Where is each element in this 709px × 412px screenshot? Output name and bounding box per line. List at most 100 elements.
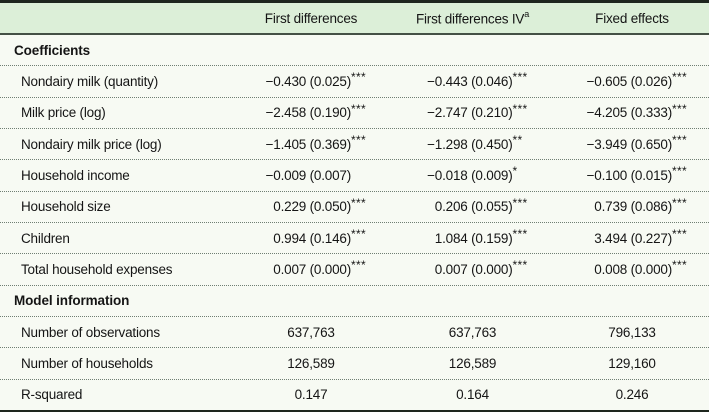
cell-first-differences: 0.007 (0.000) *** bbox=[232, 258, 390, 277]
coefficient-value: −0.605 (0.026) bbox=[586, 73, 673, 89]
cell-fixed-effects: 129,160 bbox=[555, 356, 709, 371]
significance-stars: *** bbox=[672, 227, 687, 242]
significance-stars: *** bbox=[512, 258, 528, 273]
cell-first-differences: 126,589 bbox=[232, 356, 390, 371]
column-header-fixed-effects: Fixed effects bbox=[595, 10, 669, 26]
table-row-nondairy-milk-price-log: Nondairy milk price (log) −1.405 (0.369)… bbox=[0, 127, 709, 159]
cell-fixed-effects: −0.605 (0.026) *** bbox=[555, 70, 709, 89]
coefficient-value: 0.007 (0.000) bbox=[434, 261, 513, 277]
cell-first-differences: 0.229 (0.050) *** bbox=[232, 195, 390, 215]
coefficient-value: −1.405 (0.369) bbox=[265, 136, 352, 152]
row-label: Nondairy milk (quantity) bbox=[21, 73, 158, 89]
cell-fixed-effects: 0.008 (0.000) *** bbox=[555, 258, 709, 277]
stat-value: 637,763 bbox=[287, 324, 335, 340]
cell-first-differences: −1.405 (0.369) *** bbox=[232, 133, 390, 152]
table-row-total-household-expenses: Total household expenses 0.007 (0.000) **… bbox=[0, 253, 709, 284]
coefficient-value: 0.229 (0.050) bbox=[273, 199, 351, 215]
coefficient-value: −0.430 (0.025) bbox=[265, 73, 352, 89]
cell-first-differences: −0.009 (0.007) bbox=[232, 168, 390, 183]
section-header-model-information: Model information bbox=[0, 284, 709, 316]
coefficient-value: 1.084 (0.159) bbox=[434, 230, 513, 246]
coefficient-value: −0.443 (0.046) bbox=[427, 73, 513, 89]
cell-first-differences-iv: −1.298 (0.450) ** bbox=[390, 133, 555, 152]
coefficient-value: 3.494 (0.227) bbox=[594, 230, 672, 246]
significance-stars: *** bbox=[512, 70, 528, 85]
significance-stars: *** bbox=[672, 70, 687, 85]
stat-value: 129,160 bbox=[608, 355, 656, 371]
coefficient-value: −3.949 (0.650) bbox=[586, 136, 673, 152]
significance-stars: *** bbox=[351, 195, 366, 210]
table-row-milk-price-log: Milk price (log) −2.458 (0.190) *** −2.74… bbox=[0, 96, 709, 128]
row-label: Children bbox=[21, 230, 70, 246]
stat-value: 126,589 bbox=[287, 355, 335, 371]
row-label: Household size bbox=[21, 199, 111, 215]
table-row-household-income: Household income −0.009 (0.007) −0.018 (… bbox=[0, 159, 709, 190]
significance-stars: *** bbox=[512, 101, 528, 116]
row-label: Number of households bbox=[21, 355, 153, 371]
significance-stars: *** bbox=[351, 258, 366, 273]
significance-stars: *** bbox=[512, 227, 528, 242]
coefficient-value: −2.458 (0.190) bbox=[265, 105, 352, 121]
section-title: Coefficients bbox=[14, 42, 91, 58]
coefficient-value: 0.994 (0.146) bbox=[273, 230, 351, 246]
row-label: Milk price (log) bbox=[21, 105, 106, 121]
cell-first-differences-iv: −2.747 (0.210) *** bbox=[390, 101, 555, 121]
cell-first-differences-iv: 0.206 (0.055) *** bbox=[390, 196, 555, 215]
row-label: Total household expenses bbox=[21, 261, 173, 277]
table-row-number-of-observations: Number of observations 637,763 637,763 7… bbox=[0, 315, 709, 347]
footnote-marker-a: a bbox=[524, 8, 530, 19]
cell-first-differences: 0.994 (0.146) *** bbox=[232, 227, 390, 246]
stat-value: 796,133 bbox=[608, 324, 656, 340]
coefficient-value: 0.007 (0.000) bbox=[273, 261, 351, 277]
row-label: Number of observations bbox=[21, 324, 160, 340]
table-row-nondairy-milk-quantity: Nondairy milk (quantity) −0.430 (0.025) *… bbox=[0, 65, 709, 96]
cell-first-differences: −2.458 (0.190) *** bbox=[232, 101, 390, 121]
section-title: Model information bbox=[14, 293, 130, 309]
significance-stars: *** bbox=[351, 227, 366, 242]
significance-stars: * bbox=[512, 164, 518, 179]
table-row-household-size: Household size 0.229 (0.050) *** 0.206 (0… bbox=[0, 190, 709, 222]
cell-fixed-effects: 0.739 (0.086) *** bbox=[555, 195, 709, 215]
significance-stars: *** bbox=[351, 70, 366, 85]
coefficient-value: −2.747 (0.210) bbox=[427, 105, 513, 121]
cell-first-differences-iv: 1.084 (0.159) *** bbox=[390, 227, 555, 246]
coefficient-value: −0.018 (0.009) bbox=[427, 167, 513, 183]
coefficient-value: −0.100 (0.015) bbox=[586, 167, 673, 183]
coefficient-value: 0.206 (0.055) bbox=[434, 199, 513, 215]
significance-stars: *** bbox=[672, 133, 687, 148]
table-row-r-squared: R-squared 0.147 0.164 0.246 bbox=[0, 378, 709, 410]
stat-value: 0.164 bbox=[456, 387, 489, 403]
coefficient-value: −4.205 (0.333) bbox=[586, 105, 673, 121]
cell-fixed-effects: −3.949 (0.650) *** bbox=[555, 133, 709, 152]
significance-stars: *** bbox=[351, 101, 366, 116]
significance-stars: ** bbox=[512, 133, 523, 148]
cell-first-differences: 637,763 bbox=[232, 325, 390, 340]
stat-value: 637,763 bbox=[448, 324, 497, 340]
cell-fixed-effects: 3.494 (0.227) *** bbox=[555, 227, 709, 246]
coefficient-value: 0.739 (0.086) bbox=[594, 199, 672, 215]
table-body: Coefficients Nondairy milk (quantity) −0… bbox=[0, 35, 709, 410]
cell-fixed-effects: 796,133 bbox=[555, 325, 709, 340]
stat-value: 0.147 bbox=[294, 387, 328, 403]
column-header-first-differences-iv: First differences IVa bbox=[390, 8, 555, 27]
cell-first-differences-iv: −0.018 (0.009) * bbox=[390, 164, 555, 183]
stat-value: 126,589 bbox=[448, 355, 497, 371]
cell-first-differences-iv: −0.443 (0.046) *** bbox=[390, 70, 555, 89]
stat-value: 0.246 bbox=[615, 387, 649, 403]
cell-fixed-effects: 0.246 bbox=[555, 387, 709, 402]
cell-first-differences-iv: 0.007 (0.000) *** bbox=[390, 258, 555, 277]
cell-first-differences: −0.430 (0.025) *** bbox=[232, 70, 390, 89]
row-label: Household income bbox=[21, 167, 130, 183]
significance-stars: *** bbox=[672, 258, 687, 273]
significance-stars: *** bbox=[351, 133, 366, 148]
table-row-number-of-households: Number of households 126,589 126,589 129… bbox=[0, 347, 709, 378]
cell-fixed-effects: −4.205 (0.333) *** bbox=[555, 101, 709, 121]
significance-stars: *** bbox=[672, 164, 687, 179]
cell-first-differences-iv: 637,763 bbox=[390, 325, 555, 340]
significance-stars: *** bbox=[672, 101, 687, 116]
coefficient-value: −0.009 (0.007) bbox=[265, 167, 352, 183]
significance-stars: *** bbox=[672, 195, 687, 210]
cell-first-differences-iv: 126,589 bbox=[390, 356, 555, 371]
table-header-row: First differences First differences IVa … bbox=[0, 3, 709, 35]
